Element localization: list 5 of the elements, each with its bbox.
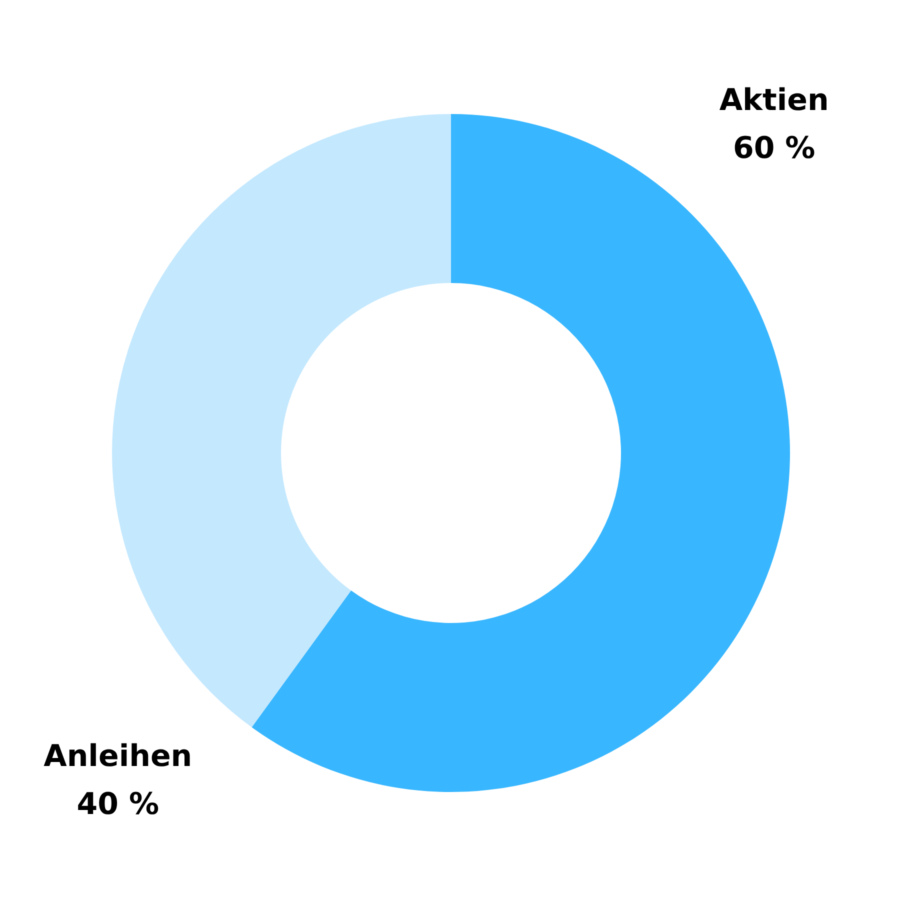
donut-slice [112,114,451,728]
data-label: 60 % [732,130,816,166]
slice-label: Aktien [719,82,829,118]
data-label: 40 % [76,787,160,822]
slice-label: Anleihen [44,739,192,774]
